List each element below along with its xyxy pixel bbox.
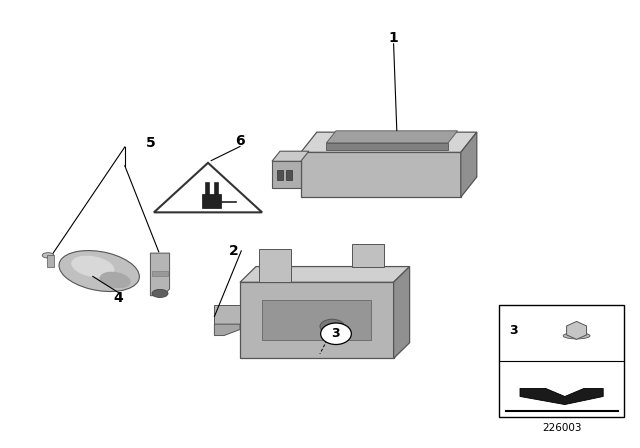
Ellipse shape — [59, 250, 140, 292]
Polygon shape — [240, 282, 394, 358]
Bar — [286, 170, 292, 180]
Polygon shape — [272, 161, 301, 188]
Polygon shape — [152, 271, 168, 276]
Text: 2: 2 — [228, 244, 239, 258]
Text: 3: 3 — [509, 324, 518, 337]
Text: 5: 5 — [145, 136, 156, 151]
Polygon shape — [394, 267, 410, 358]
Ellipse shape — [71, 256, 115, 277]
Bar — [205, 182, 209, 194]
Text: 6: 6 — [235, 134, 245, 148]
Polygon shape — [301, 152, 461, 197]
Text: 3: 3 — [332, 327, 340, 340]
Ellipse shape — [100, 271, 131, 289]
Bar — [326, 143, 448, 150]
Polygon shape — [240, 267, 410, 282]
Polygon shape — [520, 388, 604, 405]
Bar — [214, 182, 218, 194]
Polygon shape — [566, 322, 586, 340]
Polygon shape — [301, 132, 477, 152]
Bar — [277, 170, 283, 180]
Circle shape — [321, 323, 351, 345]
Polygon shape — [214, 324, 240, 336]
Ellipse shape — [42, 253, 54, 258]
Polygon shape — [352, 244, 384, 267]
Polygon shape — [214, 305, 240, 324]
Ellipse shape — [320, 319, 344, 334]
Text: 4: 4 — [113, 291, 124, 305]
Text: 226003: 226003 — [542, 423, 581, 433]
Text: 1: 1 — [388, 31, 399, 45]
Polygon shape — [272, 151, 309, 161]
Polygon shape — [202, 194, 221, 208]
Polygon shape — [461, 132, 477, 197]
Polygon shape — [326, 131, 458, 143]
Polygon shape — [154, 163, 262, 212]
Polygon shape — [259, 249, 291, 282]
Ellipse shape — [152, 289, 168, 297]
Bar — [47, 255, 54, 267]
Ellipse shape — [563, 332, 590, 339]
Bar — [499, 305, 624, 417]
Bar — [262, 300, 371, 340]
Polygon shape — [150, 253, 170, 296]
